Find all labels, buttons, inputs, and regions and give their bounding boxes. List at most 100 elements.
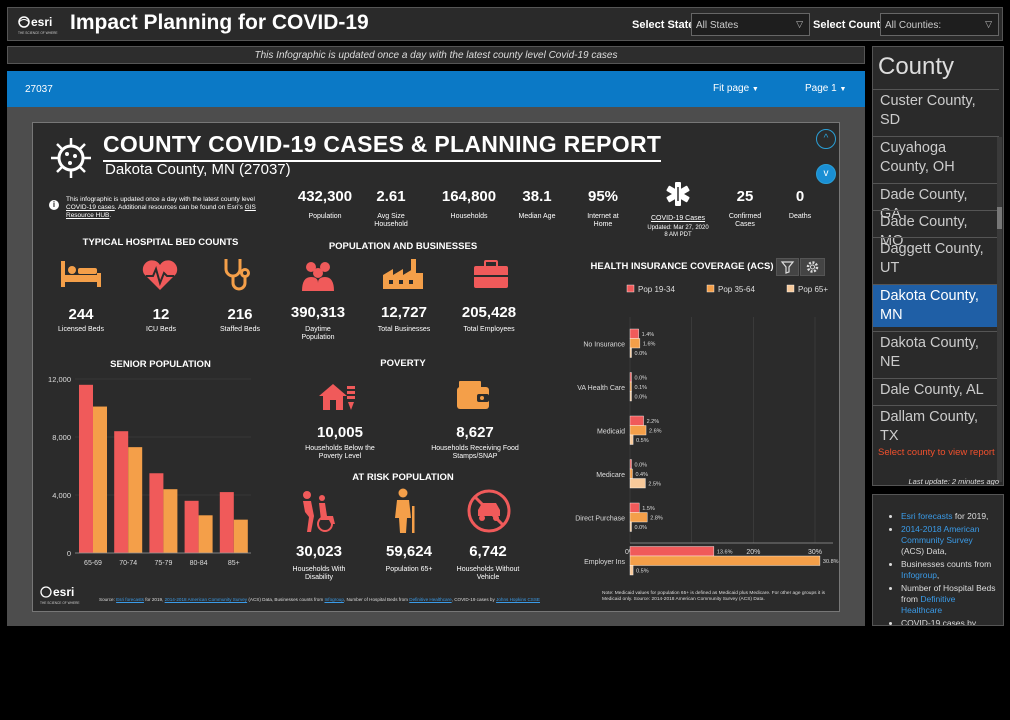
county-select-label: Select County: — [813, 19, 891, 31]
x-tick-label: 20% — [746, 549, 760, 556]
senior-bar — [79, 384, 93, 553]
county-item[interactable]: Dakota County, MN — [873, 284, 999, 327]
bar-data-label: 1.6% — [643, 342, 656, 348]
legend-swatch — [786, 284, 795, 293]
chevron-down-icon: ▽ — [985, 19, 992, 29]
x-tick-label: 70-74 — [119, 560, 137, 567]
stat-value: 95% — [587, 188, 619, 205]
county-item[interactable]: Dale County, AL — [873, 378, 999, 402]
category-label: No Insurance — [583, 341, 625, 348]
at-risk-title: AT RISK POPULATION — [352, 472, 454, 483]
caret-down-icon: ▼ — [839, 86, 847, 93]
county-item[interactable]: Custer County, SD — [873, 89, 999, 132]
state-select[interactable]: All States ▽ — [691, 13, 810, 36]
insurance-bar — [629, 425, 647, 436]
scroll-up-button[interactable]: ^ — [816, 129, 836, 149]
category-label: Direct Purchase — [575, 515, 625, 522]
insurance-note: Note: Medicaid values for population 65+… — [602, 591, 826, 602]
definitive-link[interactable]: Definitive Healthcare — [901, 594, 956, 615]
acs-link[interactable]: 2014-2018 American Community Survey — [901, 524, 980, 545]
heart-icon — [142, 260, 178, 290]
x-tick-label: 80-84 — [190, 560, 208, 567]
pop-business-value: 390,313 — [290, 304, 346, 321]
pop-business-label: Daytime Population — [301, 326, 335, 341]
covid-cases-title-link[interactable]: COVID-19 Cases — [650, 215, 706, 222]
source-item: Esri forecasts for 2019, — [901, 511, 997, 522]
source-item: 2014-2018 American Community Survey (ACS… — [901, 524, 997, 557]
source-item: Businesses counts from Infogroup, — [901, 559, 997, 581]
insurance-bar — [629, 391, 632, 402]
hospital-label: Licensed Beds — [58, 326, 104, 333]
bar-data-label: 30.8% — [823, 559, 839, 565]
chevron-down-icon: ▽ — [796, 19, 803, 29]
x-tick-label: 85+ — [228, 560, 240, 567]
infogroup-link[interactable]: Infogroup — [324, 597, 344, 602]
fit-page-label: Fit page — [713, 83, 750, 94]
legend-label: Pop 19-34 — [638, 285, 675, 294]
senior-title: SENIOR POPULATION — [110, 359, 211, 370]
insurance-bar — [629, 468, 633, 479]
hospital-label: ICU Beds — [146, 326, 176, 333]
pop-business-value: 205,428 — [461, 304, 517, 321]
settings-button[interactable] — [800, 258, 825, 276]
senior-bar — [114, 431, 129, 553]
stat-value: 2.61 — [376, 188, 406, 205]
jhu-link[interactable]: Johns Hopkins CSSE — [496, 597, 540, 602]
legend-swatch — [706, 284, 715, 293]
county-select[interactable]: All Counties: ▽ — [880, 13, 999, 36]
county-item[interactable]: Cuyahoga County, OH — [873, 136, 999, 179]
bar-data-label: 0.0% — [635, 395, 648, 401]
covid-cases-link[interactable]: COVID-19 cases — [66, 204, 115, 211]
bar-data-label: 1.5% — [642, 506, 655, 512]
poverty-value: 8,627 — [456, 424, 494, 441]
elderly-icon — [395, 488, 415, 533]
esri-forecasts-link[interactable]: Esri forecasts — [901, 511, 953, 521]
insurance-bar — [629, 565, 634, 576]
scroll-down-button[interactable]: v — [816, 164, 836, 184]
poverty-value: 10,005 — [317, 424, 363, 441]
confirmed-cases-value: 25 — [736, 188, 754, 205]
definitive-link[interactable]: Definitive Healthcare — [409, 597, 452, 602]
insurance-bar — [629, 372, 632, 383]
senior-bar — [219, 492, 234, 553]
factory-icon — [383, 259, 423, 289]
esri-logo: esri THE SCIENCE OF WHERE — [18, 15, 58, 35]
scrollbar[interactable] — [997, 137, 1002, 482]
county-item[interactable]: Dallam County, TX — [873, 405, 999, 448]
gis-hub-link[interactable]: GIS Resource HUB — [66, 204, 256, 219]
bar-data-label: 2.2% — [647, 419, 660, 425]
senior-bar — [163, 489, 178, 553]
fit-page-dropdown[interactable]: Fit page ▼ — [713, 83, 759, 94]
covid-updated: Updated: Mar 27, 2020 — [647, 225, 709, 231]
chevron-up-icon: ^ — [823, 133, 829, 144]
y-tick-label: 0 — [67, 549, 71, 558]
stat-label: Households — [450, 213, 488, 220]
bar-data-label: 2.6% — [649, 429, 662, 435]
bar-data-label: 0.5% — [636, 438, 649, 444]
county-item[interactable]: Daggett County, UT — [873, 237, 999, 280]
page-dropdown[interactable]: Page 1 ▼ — [805, 83, 846, 94]
esri-forecasts-link[interactable]: Esri forecasts — [116, 597, 144, 602]
medical-icon — [666, 182, 690, 206]
footer-tagline: THE SCIENCE OF WHERE — [40, 601, 80, 605]
acs-link[interactable]: 2014-2018 American Community Survey — [164, 597, 248, 602]
source-item: Number of Hospital Beds from Definitive … — [901, 583, 997, 616]
senior-bar — [198, 515, 213, 553]
stat-label: Avg Size Household — [374, 213, 408, 228]
source-item: COVID-19 cases by — [901, 618, 997, 625]
bar-data-label: 2.8% — [650, 516, 663, 522]
scrollbar-thumb[interactable] — [997, 207, 1002, 229]
hospital-title: TYPICAL HOSPITAL BED COUNTS — [82, 237, 239, 248]
insurance-bar — [629, 381, 632, 392]
poverty-label: Households Receiving Food Stamps/SNAP — [431, 445, 519, 460]
county-item[interactable]: Dakota County, NE — [873, 331, 999, 374]
pop-business-label: Total Employees — [463, 326, 515, 333]
update-note: This infographic is updated once a day w… — [66, 196, 256, 219]
filter-button[interactable] — [776, 258, 799, 276]
infogroup-link[interactable]: Infogroup — [901, 570, 937, 580]
insurance-bar — [629, 555, 821, 566]
caret-down-icon: ▼ — [751, 86, 759, 93]
y-tick-label: 8,000 — [52, 433, 71, 442]
stat-value: 164,800 — [441, 188, 497, 205]
